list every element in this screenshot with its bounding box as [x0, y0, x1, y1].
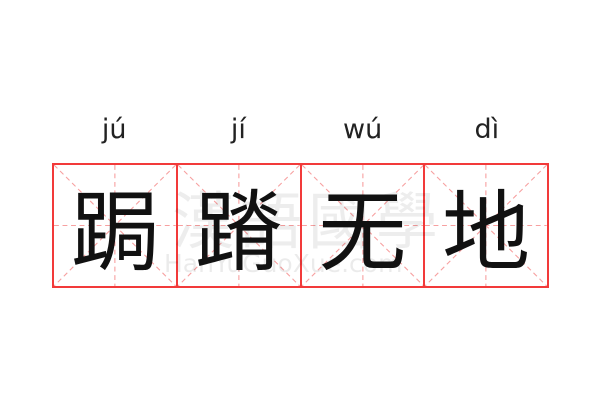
pinyin-4: dì: [474, 114, 500, 145]
pinyin-2: jí: [230, 114, 246, 145]
character-grid: 跼 蹐 无 地: [52, 163, 549, 288]
character-cell: 地: [425, 165, 547, 286]
grid-guide-lines: [301, 165, 424, 286]
character-3: 无: [318, 181, 407, 284]
character-cell: 蹐: [177, 165, 302, 286]
character-cell: 无: [301, 165, 426, 286]
pinyin-1: jú: [101, 114, 127, 145]
grid-guide-lines: [54, 165, 176, 286]
character-1: 跼: [70, 181, 159, 284]
grid-guide-lines: [177, 165, 300, 286]
pinyin-row: jú jí wú dì: [52, 110, 549, 150]
pinyin-3: wú: [343, 114, 383, 145]
character-2: 蹐: [194, 181, 283, 284]
character-cell: 跼: [54, 165, 178, 286]
grid-guide-lines: [425, 165, 547, 286]
character-4: 地: [442, 181, 531, 284]
